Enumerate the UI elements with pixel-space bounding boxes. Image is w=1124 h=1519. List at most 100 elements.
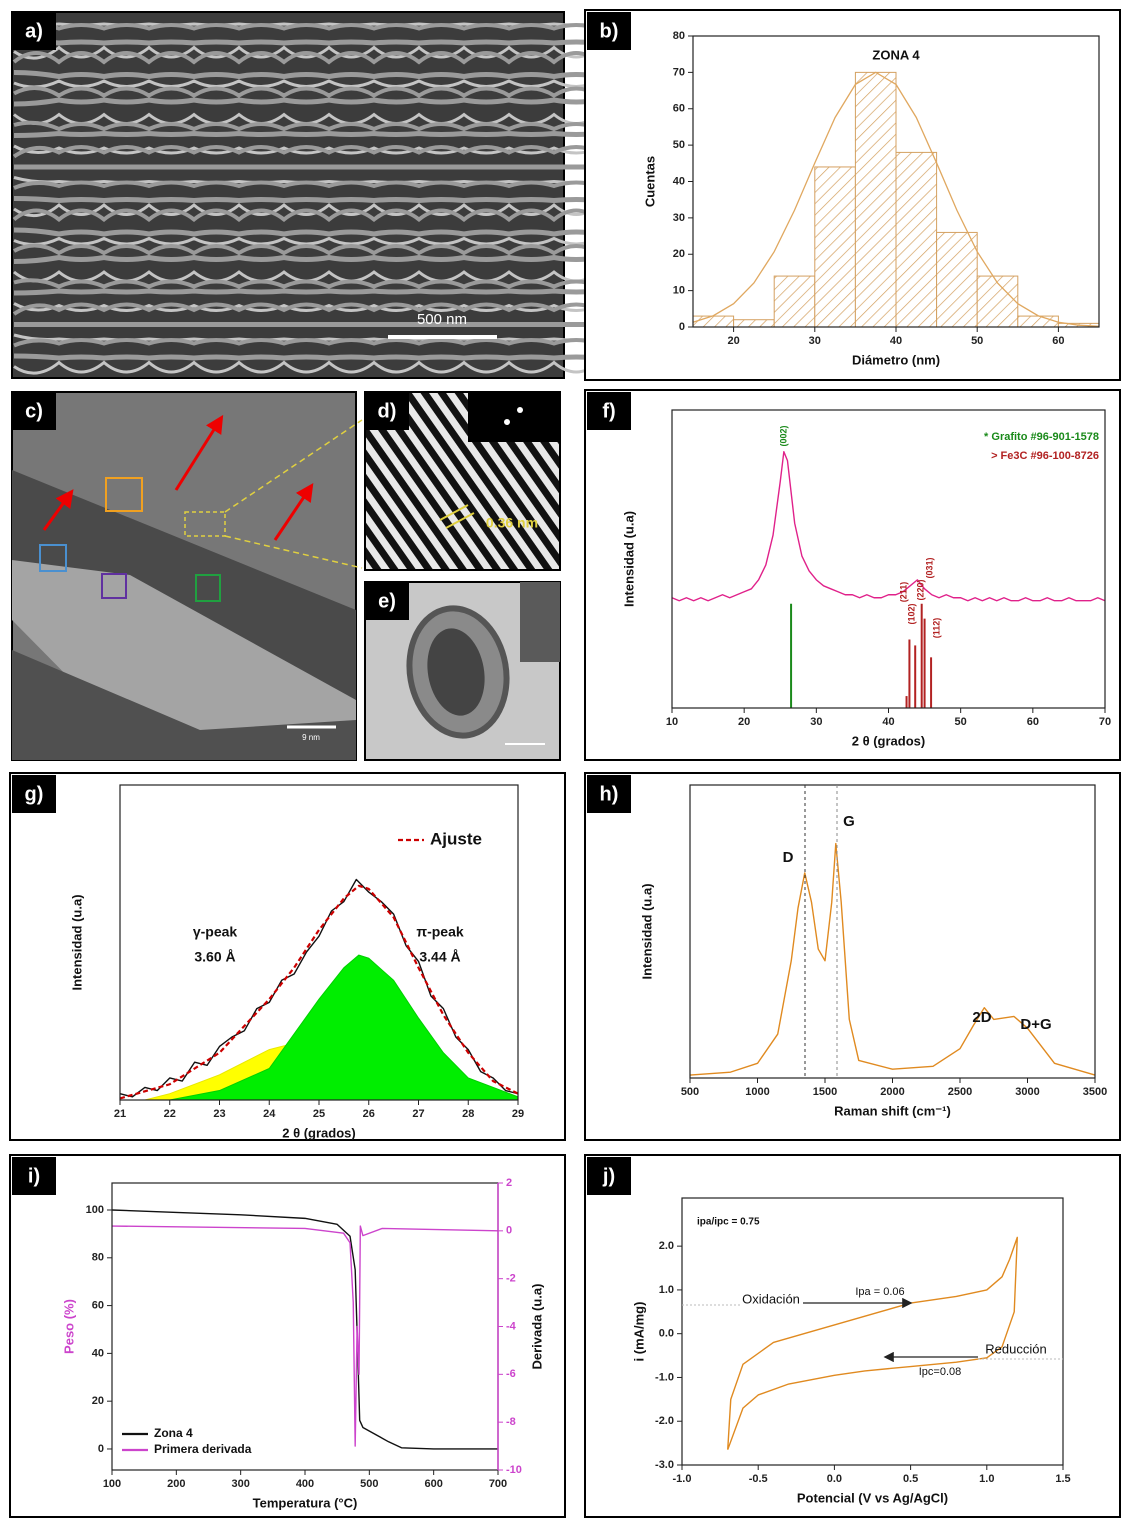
arrow [273, 483, 314, 541]
x-axis-label: Temperatura (°C) [253, 1495, 358, 1510]
tube-core [12, 560, 356, 760]
fiber [13, 227, 600, 237]
panel-label: a) [25, 20, 43, 42]
x-tick-label: 10 [666, 716, 678, 728]
y2-axis-label: Derivada (u.a) [529, 1284, 544, 1370]
panel-label: i) [28, 1165, 40, 1187]
annotation: 3.60 Å [194, 949, 235, 965]
y-axis-label: Intensidad (u.a) [621, 511, 636, 607]
annotation: π-peak [416, 924, 464, 940]
bar [936, 231, 978, 328]
fiber [13, 120, 600, 132]
annotation: (112) [931, 618, 941, 639]
plot [111, 1209, 499, 1450]
x-tick-label: 200 [167, 1478, 185, 1490]
fft-spot [517, 407, 523, 413]
y-tick-label: 0.0 [659, 1328, 674, 1340]
panel-frame [584, 772, 1121, 1141]
fiber [13, 180, 600, 190]
y-tick-label: -3.0 [655, 1459, 674, 1471]
fiber [13, 203, 600, 217]
panel-label-box [365, 392, 409, 430]
zoom-box [184, 511, 226, 537]
fiber [13, 38, 600, 46]
annotation: (220) [915, 579, 925, 600]
x-tick-label: 27 [412, 1108, 424, 1120]
panel-frame [9, 1154, 566, 1518]
panel-label-box [12, 1157, 56, 1195]
panel-label: j) [602, 1165, 615, 1187]
x-tick-label: -1.0 [673, 1473, 692, 1485]
annotation: (031) [924, 557, 934, 578]
x-tick-label: 500 [360, 1478, 378, 1490]
fiber [13, 338, 600, 348]
x-tick-label: 28 [462, 1108, 474, 1120]
series-line [727, 1236, 1018, 1450]
bar [854, 71, 897, 328]
panel-label-box [12, 12, 56, 50]
panel-label: c) [25, 400, 43, 422]
plot [119, 878, 519, 1101]
fiber [13, 45, 600, 60]
fiber [13, 254, 600, 264]
panel-d: 0.36 nm d) [364, 391, 561, 571]
x-tick-label: 24 [263, 1108, 276, 1120]
x-tick-label: 300 [231, 1478, 249, 1490]
x-tick-label: 2500 [948, 1086, 972, 1098]
annotation: 2D [972, 1009, 991, 1026]
x-tick-label: 600 [424, 1478, 442, 1490]
legend-label: Ajuste [430, 829, 482, 848]
panel-label: f) [602, 400, 615, 422]
y-tick-label: -2.0 [655, 1415, 674, 1427]
panel-a: 500 nm a) [11, 11, 601, 379]
annotation: Oxidación [742, 1291, 800, 1306]
panel-label: g) [25, 783, 44, 805]
panel-label-box [365, 582, 409, 620]
y-tick-label: 60 [673, 103, 685, 115]
y-tick-label: -1.0 [655, 1371, 674, 1383]
x-tick-label: 3500 [1083, 1086, 1107, 1098]
x-axis-label: Raman shift (cm⁻¹) [834, 1103, 951, 1118]
scale-label: 9 nm [302, 733, 320, 742]
x-tick-label: 1500 [813, 1086, 837, 1098]
fiber-texture [12, 18, 601, 375]
y-axis-label: Cuentas [642, 156, 657, 207]
x-tick-label: 20 [727, 335, 739, 347]
x-tick-label: 40 [890, 335, 902, 347]
x-tick-label: 50 [955, 716, 967, 728]
x-axis-label: Diámetro (nm) [852, 352, 940, 367]
fiber [13, 97, 600, 107]
annotation: Ipc=0.08 [919, 1366, 962, 1378]
plot-frame [681, 1197, 1064, 1466]
fiber [12, 302, 600, 316]
plot [692, 71, 1100, 328]
fiber [13, 353, 600, 361]
y-tick-label: 80 [92, 1252, 104, 1264]
y2-tick-label: -2 [506, 1273, 516, 1285]
series-line [111, 1225, 499, 1447]
bar [773, 275, 816, 328]
bar [692, 315, 735, 328]
fiber [12, 145, 600, 159]
y-tick-label: 20 [92, 1395, 104, 1407]
annotation: (002) [778, 425, 788, 446]
y-tick-label: 2.0 [659, 1240, 674, 1252]
fiber [13, 288, 600, 296]
annotation: 3.44 Å [419, 949, 460, 965]
region-box [105, 477, 143, 512]
scale-label: 500 nm [417, 311, 467, 328]
core [427, 628, 485, 716]
panel-label: b) [600, 20, 619, 42]
fiber [13, 278, 600, 289]
fiber [12, 51, 601, 65]
y-tick-label: 0 [679, 321, 685, 333]
y2-tick-label: -4 [506, 1320, 517, 1332]
x-tick-label: -0.5 [749, 1473, 768, 1485]
y-axis-label: Intensidad (u.a) [639, 883, 654, 979]
plot [689, 842, 1096, 1076]
measure-line [445, 512, 475, 529]
y-tick-label: 30 [673, 212, 685, 224]
x-tick-label: 1.5 [1055, 1473, 1070, 1485]
y-tick-label: 40 [92, 1347, 104, 1359]
